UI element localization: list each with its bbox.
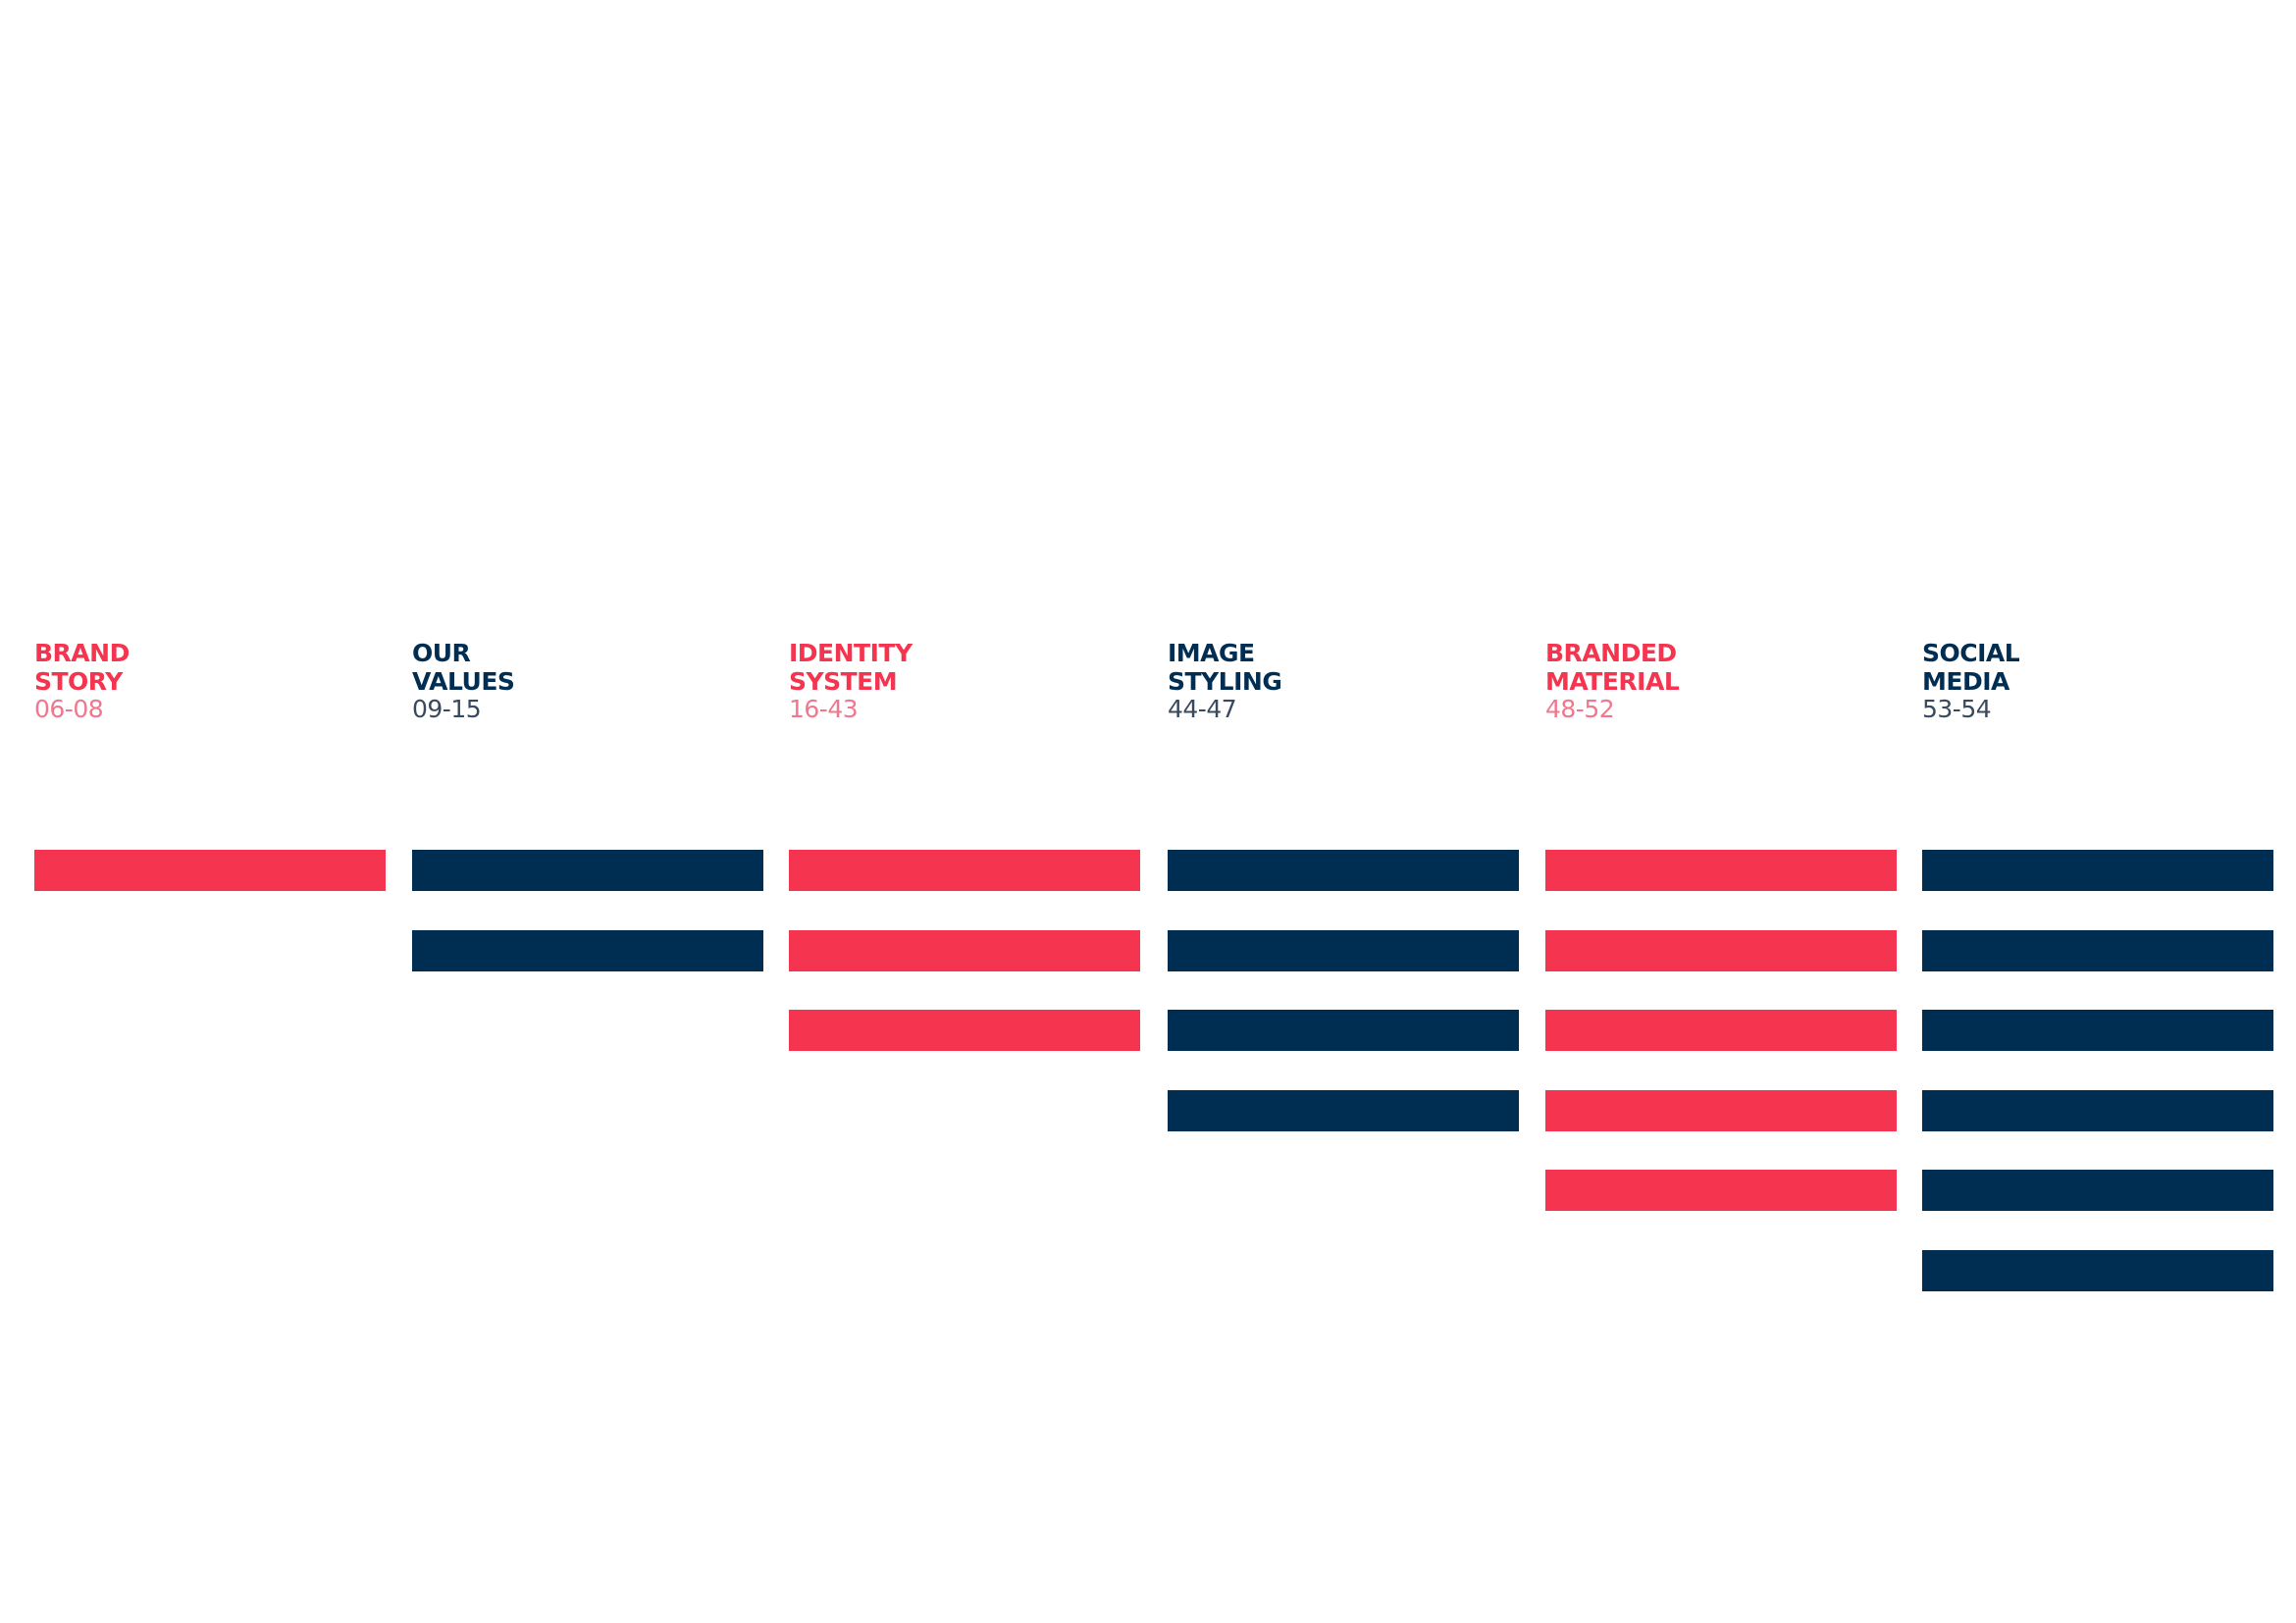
bar (1922, 1010, 2273, 1051)
bar (1922, 1170, 2273, 1211)
section-title: STORY (34, 666, 123, 696)
page-range: 09-15 (412, 695, 482, 723)
section-title: BRAND (34, 639, 130, 667)
section-title: MATERIAL (1545, 666, 1680, 696)
section-title: SYSTEM (789, 666, 898, 696)
bar (1545, 1170, 1897, 1211)
section: BRAND STORY 06-08 (34, 639, 386, 891)
section-title: BRANDED (1545, 639, 1677, 667)
page-range: 44-47 (1168, 695, 1237, 723)
bar (789, 1010, 1140, 1051)
page-range: 16-43 (789, 695, 859, 723)
bar (412, 850, 763, 891)
bar (1168, 1089, 1519, 1131)
section-title: STYLING (1168, 666, 1282, 696)
section-title: VALUES (412, 666, 515, 696)
bar (1922, 1249, 2273, 1291)
section-title: SOCIAL (1922, 639, 2020, 667)
bar (1168, 929, 1519, 971)
bar (1545, 929, 1897, 971)
bar (1922, 929, 2273, 971)
bar (1545, 850, 1897, 891)
section-title: IDENTITY (789, 639, 913, 667)
section-title: MEDIA (1922, 666, 2009, 696)
section: SOCIAL MEDIA 53-54 (1922, 639, 2273, 1291)
page-range: 06-08 (34, 695, 104, 723)
bar (789, 929, 1140, 971)
page-range: 53-54 (1922, 695, 1992, 723)
bar (412, 929, 763, 971)
section: BRANDED MATERIAL 48-52 (1545, 639, 1897, 1211)
bar (789, 850, 1140, 891)
bar (1168, 850, 1519, 891)
bar (1922, 850, 2273, 891)
bar (34, 850, 386, 891)
bar (1922, 1089, 2273, 1131)
page-range: 48-52 (1545, 695, 1615, 723)
bar (1545, 1089, 1897, 1131)
section-title: OUR (412, 639, 471, 667)
section: IDENTITY SYSTEM 16-43 (789, 639, 1140, 1051)
bar (1545, 1010, 1897, 1051)
bar (1168, 1010, 1519, 1051)
section: IMAGE STYLING 44-47 (1168, 639, 1519, 1131)
section: OUR VALUES 09-15 (412, 639, 763, 971)
section-title: IMAGE (1168, 639, 1255, 667)
